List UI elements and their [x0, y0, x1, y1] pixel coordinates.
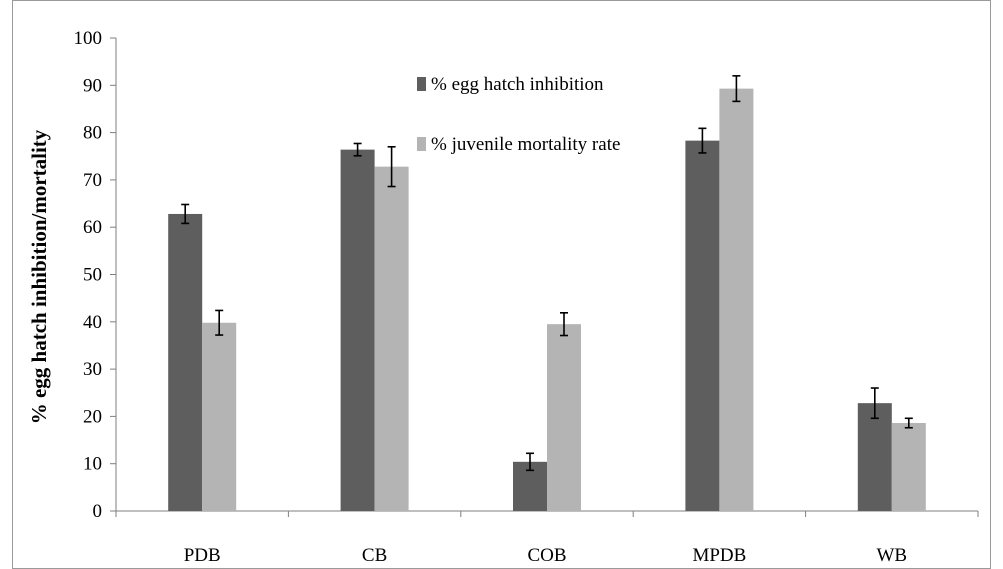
y-tick-label: 40 — [83, 312, 102, 333]
plot-area: 0 10 20 30 40 50 60 70 80 90 100 PDB CB COB MPDB WB — [74, 28, 979, 566]
y-tick-label: 0 — [93, 501, 103, 522]
bar-egg-hatch-inhibition-wb — [857, 403, 892, 511]
x-tick-label: CB — [362, 545, 387, 566]
x-tick-label: PDB — [184, 545, 221, 566]
bar-juvenile-mortality-wb — [891, 423, 926, 511]
legend-label: % juvenile mortality rate — [431, 134, 620, 155]
y-tick-label: 50 — [83, 265, 102, 286]
y-tick-label: 100 — [74, 28, 103, 49]
bar-juvenile-mortality-pdb — [202, 322, 237, 511]
x-tick-label: MPDB — [692, 545, 746, 566]
bar-egg-hatch-inhibition-cb — [340, 149, 375, 512]
y-tick-label: 90 — [83, 75, 102, 96]
legend-label: % egg hatch inhibition — [431, 74, 604, 95]
x-tick-label: WB — [876, 545, 907, 566]
bar-juvenile-mortality-cb — [374, 166, 409, 511]
y-tick-label: 60 — [83, 217, 102, 238]
y-tick-label: 30 — [83, 359, 102, 380]
y-tick-label: 80 — [83, 123, 102, 144]
bar-egg-hatch-inhibition-pdb — [168, 213, 203, 511]
y-axis-label: % egg hatch inhibition/mortality — [27, 129, 51, 424]
y-tick-label: 70 — [83, 170, 102, 191]
y-tick-label: 20 — [83, 406, 102, 427]
bar-juvenile-mortality-cob — [547, 324, 581, 511]
bar-egg-hatch-inhibition-mpdb — [685, 140, 720, 512]
bar-juvenile-mortality-mpdb — [719, 88, 754, 512]
legend-swatch — [417, 77, 426, 91]
legend: % egg hatch inhibition % juvenile mortali… — [417, 74, 620, 155]
y-tick-label: 10 — [83, 454, 102, 475]
x-tick-label: COB — [527, 545, 566, 566]
legend-swatch — [417, 137, 426, 151]
